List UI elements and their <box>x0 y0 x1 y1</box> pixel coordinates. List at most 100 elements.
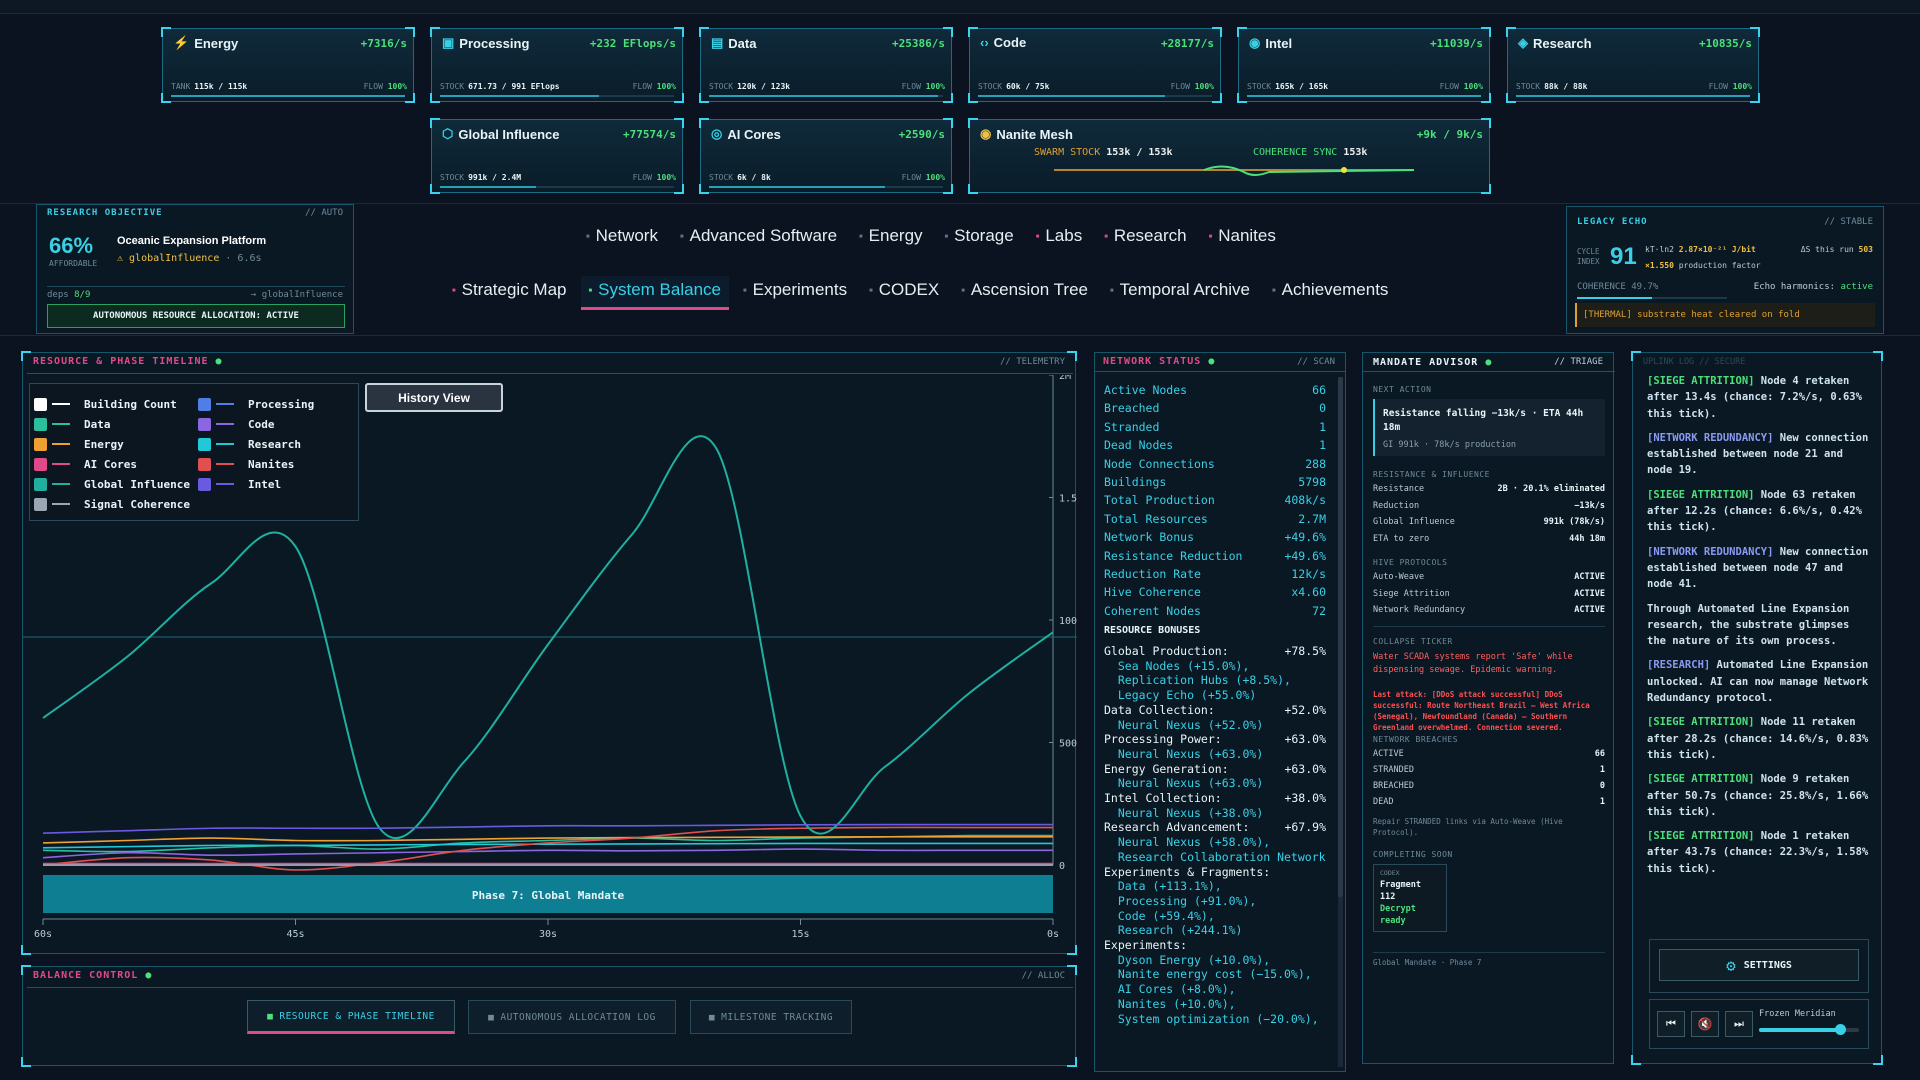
resource-name: Intel <box>1265 35 1293 51</box>
resource-card-code[interactable]: ‹› Code +28177/s STOCK 60k / 75k FLOW 100% <box>968 27 1222 103</box>
series-line-code <box>42 848 1053 859</box>
history-view-button[interactable]: History View <box>365 383 503 412</box>
resource-card-energy[interactable]: ⚡ Energy +7316/s TANK 115k / 115k FLOW 100… <box>161 27 415 103</box>
y-tick-label: 1.5M <box>1059 494 1077 505</box>
tab-energy[interactable]: Energy <box>851 222 931 250</box>
resource-rate: +11039/s <box>1430 37 1483 50</box>
log-entry: [NETWORK REDUNDANCY] New connection esta… <box>1647 431 1869 477</box>
legend-item-global-influence[interactable]: Global Influence <box>34 474 190 494</box>
volume-handle[interactable] <box>1835 1024 1846 1035</box>
log-entry: [SIEGE ATTRITION] Node 4 retaken after 1… <box>1647 375 1862 420</box>
resource-name: Code <box>993 35 1027 50</box>
soon-label: COMPLETING SOON <box>1373 849 1453 859</box>
resource-card-intel[interactable]: ◉ Intel +11039/s STOCK 165k / 165k FLOW 10… <box>1237 27 1491 103</box>
resource-name: Nanite Mesh <box>996 126 1073 142</box>
mute-button[interactable]: 🔇 <box>1691 1011 1719 1037</box>
stock-label: STOCK <box>440 82 465 91</box>
bonus-row: Legacy Echo (+55.0%) <box>1104 688 1257 703</box>
stock-bar <box>1247 95 1481 97</box>
network-stats: Active Nodes 66 Breached 0 Stranded 1 Dead Nod… <box>1104 383 1326 622</box>
legend-item-code[interactable]: Code <box>198 414 314 434</box>
flow-value: 100% <box>925 82 945 91</box>
tab-ascension-tree[interactable]: Ascension Tree <box>953 276 1096 304</box>
previous-track-button[interactable]: ⏮ <box>1657 1011 1685 1037</box>
tab-advanced-software[interactable]: Advanced Software <box>672 222 845 250</box>
legend-item-ai-cores[interactable]: AI Cores <box>34 454 190 474</box>
tab-resource-phase-timeline[interactable]: ■ RESOURCE & PHASE TIMELINE <box>247 1000 455 1034</box>
tab-network[interactable]: Network <box>578 222 666 250</box>
legend-item-data[interactable]: Data <box>34 414 190 434</box>
stock-bar <box>709 95 943 97</box>
tab-research[interactable]: Research <box>1096 222 1194 250</box>
hive-label: HIVE PROTOCOLS <box>1373 558 1448 567</box>
resource-card-research[interactable]: ◈ Research +10835/s STOCK 88k / 88k FLOW 1… <box>1506 27 1760 103</box>
research-objective-panel: RESEARCH OBJECTIVE // AUTO 66% AFFORDABL… <box>36 204 354 334</box>
tab-experiments[interactable]: Experiments <box>735 276 855 304</box>
settings-button[interactable]: ⚙ SETTINGS <box>1659 949 1859 981</box>
network-status-panel: NETWORK STATUS ● // SCAN Active Nodes 66 B… <box>1094 352 1346 1072</box>
legacy-echo-panel: LEGACY ECHO // STABLE CYCLE INDEX 91 kT·… <box>1566 206 1884 334</box>
bonus-row: Experiments & Fragments: <box>1104 864 1271 879</box>
stock-bar <box>709 186 943 188</box>
next-track-button[interactable]: ⏭ <box>1725 1011 1753 1037</box>
mute-icon: 🔇 <box>1697 1017 1713 1031</box>
bonus-title: RESOURCE BONUSES <box>1104 625 1201 636</box>
legend-item-research[interactable]: Research <box>198 434 314 454</box>
bonus-row: Processing (+91.0%), <box>1104 893 1257 908</box>
resource-card-global-influence[interactable]: ⬡ Global Influence +77574/s STOCK 991k / 2… <box>430 118 684 194</box>
objective-percent: 66% <box>49 233 94 258</box>
log-entry: [RESEARCH] Automated Line Expansion unlo… <box>1647 659 1869 705</box>
bonus-row: Research Advancement: +67.9% <box>1104 820 1326 835</box>
mandate-advisor-panel: MANDATE ADVISOR ● // TRIAGE NEXT ACTION … <box>1362 352 1615 1064</box>
timeline-panel: RESOURCE & PHASE TIMELINE ● // TELEMETRY… <box>21 351 1077 955</box>
nav-row-1: NetworkAdvanced SoftwareEnergyStorageLab… <box>578 222 1348 252</box>
next-action-box[interactable]: Resistance falling −13k/s · ETA 44h 18m … <box>1373 399 1605 456</box>
bonus-row: Neural Nexus (+52.0%) <box>1104 717 1264 732</box>
tab-strategic-map[interactable]: Strategic Map <box>444 276 575 304</box>
tab-nanites[interactable]: Nanites <box>1201 222 1284 250</box>
uplink-log: [SIEGE ATTRITION] Node 4 retaken after 1… <box>1647 373 1873 963</box>
volume-slider[interactable] <box>1759 1024 1859 1035</box>
tab-achievements[interactable]: Achievements <box>1264 276 1396 304</box>
legend-item-signal-coherence[interactable]: Signal Coherence <box>34 494 190 514</box>
resource-card-processing[interactable]: ▣ Processing +232 EFlops/s STOCK 671.73 / … <box>430 27 684 103</box>
scrollbar[interactable] <box>1338 377 1343 1067</box>
stock-value: 6k / 8k <box>737 173 771 182</box>
tab-system-balance[interactable]: System Balance <box>580 276 729 310</box>
resource-rate: +232 EFlops/s <box>589 37 676 50</box>
panel-title: RESEARCH OBJECTIVE <box>47 208 163 218</box>
tab-autonomous-allocation-log[interactable]: ■ AUTONOMOUS ALLOCATION LOG <box>468 1000 676 1034</box>
stock-value: 88k / 88k <box>1544 82 1588 91</box>
resource-card-ai-cores[interactable]: ◎ AI Cores +2590/s STOCK 6k / 8k FLOW 100% <box>699 118 953 194</box>
resource-name: Energy <box>194 35 239 51</box>
resource-name: Global Influence <box>458 126 560 142</box>
legend-item-building-count[interactable]: Building Count <box>34 394 190 414</box>
resource-card-nanite-mesh[interactable]: ◉ Nanite Mesh +9k / 9k/s SWARM STOCK 153k… <box>968 118 1491 194</box>
tab-labs[interactable]: Labs <box>1028 222 1091 250</box>
tab-storage[interactable]: Storage <box>937 222 1022 250</box>
completing-soon-card[interactable]: CODEX Fragment 112 Decrypt ready <box>1373 863 1447 932</box>
top-strip <box>0 0 1920 14</box>
legend-item-nanites[interactable]: Nanites <box>198 454 314 474</box>
resource-card-data[interactable]: ▤ Data +25386/s STOCK 120k / 123k FLOW 100… <box>699 27 953 103</box>
tab-milestone-tracking[interactable]: ■ MILESTONE TRACKING <box>690 1000 852 1034</box>
tab-temporal-archive[interactable]: Temporal Archive <box>1102 276 1258 304</box>
stock-bar <box>1516 95 1750 97</box>
log-entry: [SIEGE ATTRITION] Node 9 retaken after 5… <box>1647 773 1869 818</box>
panel-tag: // TELEMETRY <box>999 357 1065 367</box>
series-line-research <box>42 842 1053 849</box>
legend-item-processing[interactable]: Processing <box>198 394 314 414</box>
legend-item-energy[interactable]: Energy <box>34 434 190 454</box>
y-tick-label: 1000K <box>1059 616 1077 627</box>
resource-rate: +28177/s <box>1161 37 1214 50</box>
energy-icon: ⚡ <box>173 35 190 50</box>
flow-value: 100% <box>656 173 676 182</box>
tab-codex[interactable]: CODEX <box>861 276 947 304</box>
network-stat-row: Dead Nodes 1 <box>1104 438 1326 453</box>
legend-item-intel[interactable]: Intel <box>198 474 314 494</box>
bonus-row: System optimization (−20.0%), <box>1104 1011 1319 1026</box>
stock-bar <box>171 95 405 97</box>
stock-label: STOCK <box>1247 82 1272 91</box>
stock-value: 991k / 2.4M <box>468 173 522 182</box>
panel-tag: // SCAN <box>1297 357 1335 367</box>
